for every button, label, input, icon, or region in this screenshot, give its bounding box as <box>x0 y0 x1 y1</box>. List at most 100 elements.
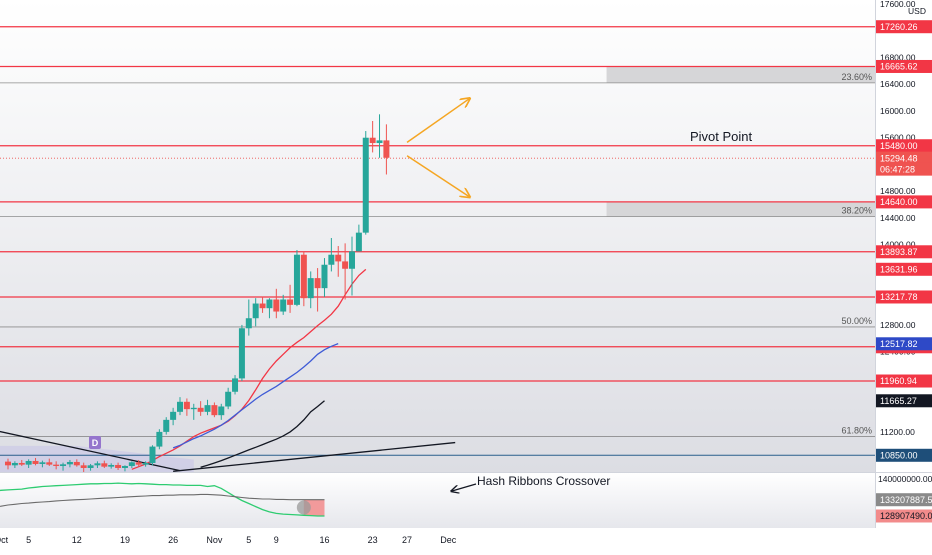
candle <box>218 403 225 420</box>
candle <box>156 429 163 450</box>
price-axis-tick: 12800.00 <box>880 320 916 330</box>
level-price-badge-text: 15480.00 <box>880 141 918 151</box>
price-axis-tick: 16000.00 <box>880 106 916 116</box>
candle <box>53 461 60 470</box>
candle-body <box>342 261 349 269</box>
level-price-badge-text: 11960.94 <box>880 376 917 386</box>
level-price-badge-text: 17260.26 <box>880 22 918 32</box>
indicator-pane-background <box>0 473 875 528</box>
indicator-badge-red: 128907490.05 <box>876 509 932 523</box>
candle-body <box>197 407 204 412</box>
candle <box>108 463 115 469</box>
candle <box>128 461 135 468</box>
trend-line <box>173 441 456 472</box>
candle-body <box>362 137 369 233</box>
candle-body <box>156 431 163 447</box>
time-axis-tick: 26 <box>168 535 178 545</box>
candle <box>376 114 383 158</box>
candle-body <box>39 462 46 464</box>
candle <box>211 402 218 418</box>
time-axis-tick: 9 <box>274 535 279 545</box>
level-price-badge: 17260.26 <box>876 20 932 34</box>
candle-body <box>328 254 335 265</box>
candle <box>46 458 53 466</box>
candle-body <box>80 465 87 468</box>
hash-ribbon-fast-line <box>0 482 325 517</box>
candle <box>94 461 101 468</box>
candle <box>5 458 11 470</box>
hash-ribbon-slow-line <box>0 493 325 507</box>
candle-body <box>307 278 314 299</box>
indicator-badge-gray: 133207887.54 <box>876 493 932 507</box>
candle-body <box>66 461 73 465</box>
candle-body <box>142 462 149 465</box>
candle <box>18 459 25 466</box>
candle-body <box>128 462 135 466</box>
level-price-badge-bg <box>876 20 932 34</box>
candle <box>121 465 128 472</box>
level-price-badge: 13217.78 <box>876 290 932 304</box>
candle <box>232 375 239 395</box>
candle <box>252 298 259 327</box>
event-marker-badge[interactable] <box>89 436 101 449</box>
crossover-marker <box>296 500 311 515</box>
candle <box>225 387 232 410</box>
candle-body <box>108 464 115 467</box>
candle-body <box>293 254 300 305</box>
candle-body <box>376 140 383 144</box>
price-badge-current-bg <box>876 151 932 165</box>
price-axis-tick: 16800.00 <box>880 52 916 62</box>
candle <box>142 461 149 467</box>
price-badge-ma-blue-text: 12517.82 <box>880 339 918 349</box>
candle <box>293 250 300 307</box>
time-axis-tick: 5 <box>246 535 251 545</box>
candle <box>259 296 266 313</box>
candle <box>170 407 177 426</box>
projection-arrow <box>406 155 469 197</box>
indicator-axis-tick: 140000000.00 <box>878 474 932 484</box>
candle-body <box>11 462 18 466</box>
price-axis-tick: 17600.00 <box>880 0 916 9</box>
level-price-badge-bg <box>876 245 932 259</box>
candle <box>266 298 273 319</box>
price-axis-tick: 14800.00 <box>880 186 916 196</box>
price-badge-ma-blue: 12517.82 <box>876 337 932 351</box>
price-axis-tick: 16400.00 <box>880 79 916 89</box>
candle-body <box>149 446 156 463</box>
event-marker[interactable]: D <box>89 436 101 449</box>
level-price-badge: 15480.00 <box>876 139 932 153</box>
fib-zone-lower <box>606 201 875 217</box>
candle <box>177 397 183 416</box>
candle-body <box>170 411 177 420</box>
price-badge-ma-black-text: 11665.27 <box>880 396 917 406</box>
price-axis-tick: 15600.00 <box>880 133 916 143</box>
candle <box>342 243 349 300</box>
candle-body <box>121 465 128 468</box>
time-axis-background <box>0 528 932 550</box>
candle-body <box>225 391 232 407</box>
fib-level-label: 23.60% <box>841 72 872 82</box>
pivot-point-label: Pivot Point <box>690 129 753 144</box>
candle-body <box>238 328 245 379</box>
candle-body <box>135 462 142 465</box>
candle-body <box>321 264 328 289</box>
candle <box>383 124 390 175</box>
currency-label: USD <box>908 6 926 16</box>
price-badge-current: 15294.48 <box>876 151 932 165</box>
candle <box>101 460 108 468</box>
price-badge-ma-red-text: 13631.96 <box>880 264 918 274</box>
candle-body <box>46 462 53 465</box>
event-marker-text: D <box>92 438 99 448</box>
fib-level-label: 61.80% <box>841 426 872 436</box>
level-price-badge-bg <box>876 139 932 153</box>
level-price-badge-bg <box>876 195 932 209</box>
candle-body <box>355 232 362 252</box>
candle <box>87 463 94 471</box>
moving-average-ma_blue <box>172 342 339 449</box>
level-price-badge-bg <box>876 290 932 304</box>
candle <box>32 457 39 466</box>
candle <box>135 459 142 467</box>
candle-body <box>314 278 321 289</box>
candle-body <box>101 463 108 467</box>
candle <box>238 324 245 382</box>
